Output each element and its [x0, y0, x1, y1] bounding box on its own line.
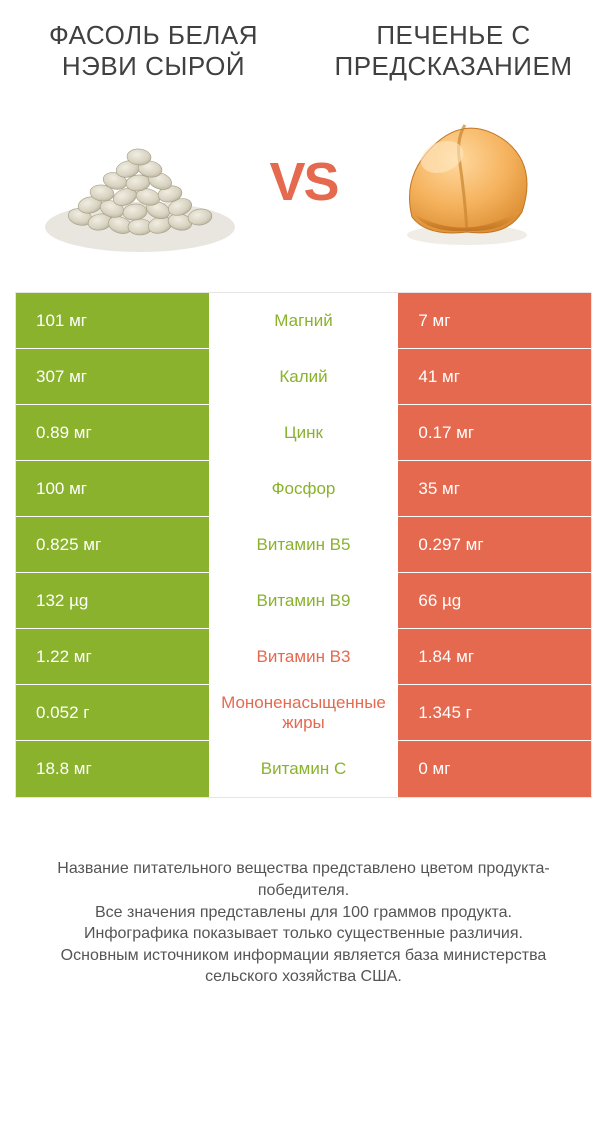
- vs-label: VS: [269, 151, 337, 213]
- value-right: 0 мг: [398, 741, 591, 797]
- value-left: 0.052 г: [16, 685, 209, 740]
- nutrition-row: 132 µgВитамин B966 µg: [16, 573, 591, 629]
- nutrient-name: Калий: [209, 349, 399, 404]
- nutrition-row: 307 мгКалий41 мг: [16, 349, 591, 405]
- title-right: ПЕЧЕНЬЕ С ПРЕДСКАЗАНИЕМ: [315, 20, 592, 82]
- nutrition-row: 100 мгФосфор35 мг: [16, 461, 591, 517]
- title-left: ФАСОЛЬ БЕЛАЯ НЭВИ СЫРОЙ: [15, 20, 292, 82]
- infographic-container: ФАСОЛЬ БЕЛАЯ НЭВИ СЫРОЙ ПЕЧЕНЬЕ С ПРЕДСК…: [0, 0, 607, 988]
- value-left: 18.8 мг: [16, 741, 209, 797]
- images-row: VS: [15, 102, 592, 262]
- value-right: 35 мг: [398, 461, 591, 516]
- value-right: 7 мг: [398, 293, 591, 348]
- nutrient-name: Фосфор: [209, 461, 399, 516]
- nutrition-row: 101 мгМагний7 мг: [16, 293, 591, 349]
- titles-row: ФАСОЛЬ БЕЛАЯ НЭВИ СЫРОЙ ПЕЧЕНЬЕ С ПРЕДСК…: [15, 20, 592, 82]
- nutrition-row: 0.052 гМононенасыщенные жиры1.345 г: [16, 685, 591, 741]
- value-left: 101 мг: [16, 293, 209, 348]
- nutrition-row: 0.825 мгВитамин B50.297 мг: [16, 517, 591, 573]
- nutrient-name: Мононенасыщенные жиры: [209, 685, 399, 740]
- value-right: 66 µg: [398, 573, 591, 628]
- nutrition-row: 18.8 мгВитамин C0 мг: [16, 741, 591, 797]
- value-right: 1.345 г: [398, 685, 591, 740]
- value-right: 0.297 мг: [398, 517, 591, 572]
- value-left: 1.22 мг: [16, 629, 209, 684]
- nutrient-name: Витамин B9: [209, 573, 399, 628]
- nutrient-name: Цинк: [209, 405, 399, 460]
- value-left: 0.825 мг: [16, 517, 209, 572]
- nutrition-table: 101 мгМагний7 мг307 мгКалий41 мг0.89 мгЦ…: [15, 292, 592, 798]
- value-right: 1.84 мг: [398, 629, 591, 684]
- nutrition-row: 0.89 мгЦинк0.17 мг: [16, 405, 591, 461]
- beans-image: [40, 102, 240, 262]
- cookie-image: [367, 102, 567, 262]
- value-left: 0.89 мг: [16, 405, 209, 460]
- nutrient-name: Витамин B5: [209, 517, 399, 572]
- nutrient-name: Витамин C: [209, 741, 399, 797]
- footnote-text: Название питательного вещества представл…: [15, 858, 592, 988]
- nutrient-name: Витамин B3: [209, 629, 399, 684]
- value-left: 132 µg: [16, 573, 209, 628]
- value-left: 307 мг: [16, 349, 209, 404]
- nutrient-name: Магний: [209, 293, 399, 348]
- nutrition-row: 1.22 мгВитамин B31.84 мг: [16, 629, 591, 685]
- value-right: 0.17 мг: [398, 405, 591, 460]
- value-right: 41 мг: [398, 349, 591, 404]
- value-left: 100 мг: [16, 461, 209, 516]
